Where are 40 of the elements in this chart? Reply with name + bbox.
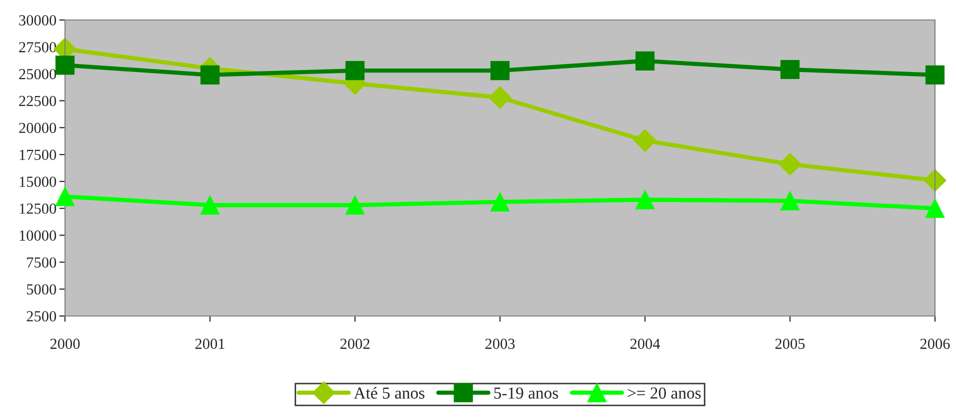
point — [55, 186, 75, 206]
y-tick-label: 5000 — [27, 284, 56, 295]
point — [490, 61, 510, 80]
point — [488, 86, 512, 109]
point — [490, 192, 510, 212]
legend-label: >= 20 anos — [628, 387, 701, 399]
point — [635, 51, 655, 70]
y-tick-label: 25000 — [19, 68, 56, 80]
x-tick-label: 2000 — [50, 338, 80, 349]
point — [925, 198, 945, 218]
point — [345, 196, 365, 215]
x-tick-label: 2004 — [630, 338, 660, 349]
point — [200, 65, 220, 84]
y-tick-label: 22500 — [19, 96, 56, 106]
point — [200, 196, 220, 215]
point — [780, 191, 800, 210]
x-tick-label: 2002 — [340, 338, 370, 349]
point — [634, 129, 656, 152]
y-tick-label: 2500 — [26, 311, 56, 322]
y-tick-label: 10000 — [20, 230, 56, 241]
point — [925, 65, 945, 84]
point — [924, 169, 946, 192]
y-tick-label: 30000 — [19, 15, 56, 26]
x-tick-label: 2006 — [920, 338, 950, 349]
x-tick-label: 2005 — [775, 338, 805, 349]
point — [780, 60, 800, 80]
legend-label: 5-19 anos — [494, 387, 558, 399]
point — [778, 152, 802, 176]
y-tick-label: 7500 — [27, 257, 56, 268]
point — [55, 56, 75, 75]
y-tick-label: 12500 — [20, 204, 56, 214]
legend-label: Até 5 anos — [354, 386, 424, 399]
x-tick-label: 2001 — [195, 338, 224, 349]
point — [635, 190, 655, 210]
y-tick-label: 20000 — [19, 122, 56, 134]
point — [345, 61, 365, 80]
y-tick-label: 15000 — [20, 176, 56, 187]
x-tick-label: 2003 — [485, 338, 515, 349]
y-tick-label: 17500 — [20, 150, 56, 160]
y-tick-label: 27500 — [19, 42, 56, 52]
